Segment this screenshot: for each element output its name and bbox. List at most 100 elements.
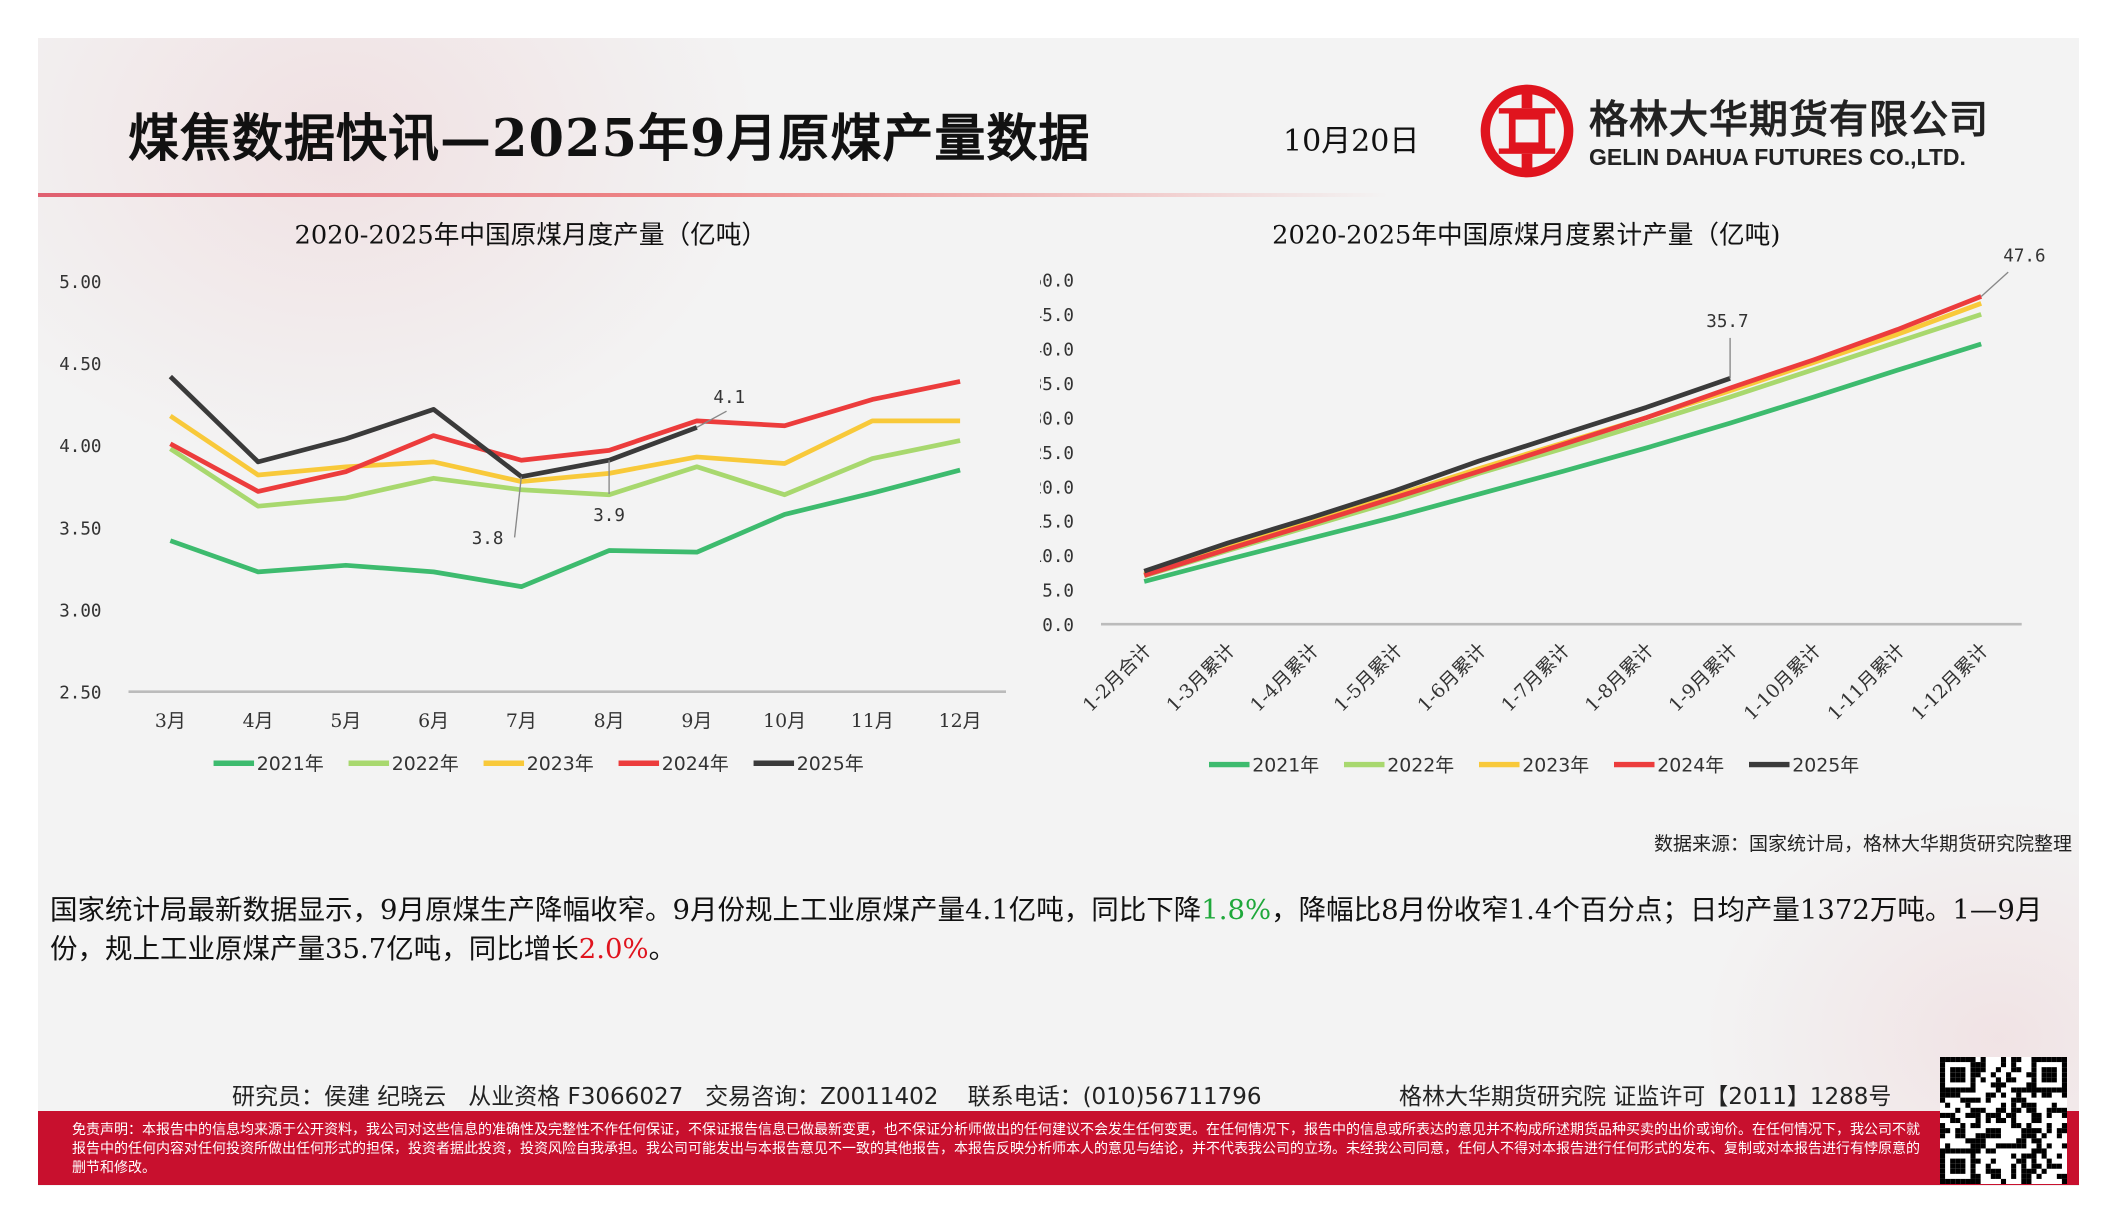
qr-module [2056, 1163, 2062, 1169]
qr-module [2036, 1173, 2042, 1179]
qr-module [1975, 1107, 1981, 1113]
y-tick-label: 45.0 [1040, 306, 1074, 326]
yoy-growth-value: 2.0% [578, 933, 649, 965]
qr-module [1945, 1143, 1951, 1149]
qr-module [2026, 1087, 2032, 1093]
qr-module [2026, 1133, 2032, 1139]
qr-module [2000, 1178, 2007, 1184]
qr-module [2031, 1067, 2037, 1073]
qr-module [2061, 1128, 2067, 1134]
qr-module [1970, 1062, 1976, 1068]
qr-module [2061, 1092, 2067, 1098]
qr-module [2016, 1107, 2022, 1113]
qr-module [1965, 1097, 1971, 1103]
x-tick-label: 1-9月累计 [1665, 639, 1742, 716]
qr-module [2031, 1072, 2037, 1078]
qr-module [1965, 1148, 1971, 1154]
qr-module [1990, 1168, 1996, 1174]
x-tick-label: 6月 [418, 710, 449, 732]
qr-module [1940, 1163, 1946, 1169]
qr-module [1995, 1067, 2001, 1073]
disclaimer-text: 免责声明：本报告中的信息均来源于公开资料，我公司对这些信息的准确性及完整性不作任… [72, 1122, 1920, 1176]
summary-text: ，降幅比8月份收窄1.4个百分点；日均产量1372万吨。1—9月份，规上工业原煤… [50, 894, 2043, 965]
qr-module [2041, 1087, 2047, 1093]
qr-module [1940, 1067, 1946, 1073]
qr-module [2006, 1143, 2012, 1149]
qr-module [1955, 1178, 1961, 1184]
qr-module [1965, 1112, 1971, 1118]
qr-module [2026, 1178, 2032, 1184]
qr-module [1995, 1168, 2001, 1174]
qr-module [1980, 1057, 1986, 1063]
qr-module [2006, 1077, 2012, 1083]
qr-module [2021, 1163, 2027, 1169]
qr-module [1950, 1087, 1956, 1093]
x-tick-label: 8月 [594, 710, 625, 732]
y-tick-label: 35.0 [1040, 375, 1074, 395]
qr-module [2056, 1173, 2062, 1179]
legend-label: 2022年 [1387, 754, 1454, 776]
qr-module [2000, 1062, 2007, 1068]
qr-module [2051, 1072, 2057, 1078]
qr-module [1955, 1057, 1961, 1063]
series-line-2022年 [169, 438, 961, 509]
annotation-leader [696, 410, 727, 428]
monthly-output-chart: 2020-2025年中国原煤月度产量（亿吨） 5.00 4.50 4.00 3.50 3.… [59, 221, 1007, 775]
qr-module [2046, 1163, 2052, 1169]
qr-module [2036, 1117, 2042, 1124]
qr-module [1955, 1107, 1961, 1113]
qr-module [1975, 1178, 1981, 1184]
x-tick-label: 1-6月累计 [1413, 639, 1490, 716]
qr-module [2046, 1057, 2052, 1063]
qr-module [1985, 1112, 1991, 1118]
qr-module [1960, 1158, 1966, 1164]
qr-module [2011, 1112, 2017, 1118]
qr-module [1975, 1112, 1981, 1118]
report-date: 10月20日 [1283, 124, 1420, 159]
qr-module [2011, 1077, 2017, 1083]
x-tick-label: 1-3月累计 [1162, 639, 1239, 716]
qr-module [2051, 1077, 2057, 1083]
qr-module [2031, 1057, 2037, 1063]
series-line-2021年 [1143, 341, 1982, 584]
qr-module [1975, 1158, 1981, 1164]
qr-module [2056, 1107, 2062, 1113]
qr-module [1980, 1133, 1986, 1139]
annotation-leader [513, 476, 523, 538]
qr-module [2000, 1082, 2007, 1088]
x-tick-label: 7月 [506, 710, 537, 732]
qr-module [2056, 1087, 2062, 1093]
qr-module [2061, 1072, 2067, 1078]
legend-label: 2022年 [392, 753, 459, 775]
legend-label: 2025年 [1792, 754, 1859, 776]
qr-module [2021, 1133, 2027, 1139]
qr-module [1945, 1128, 1951, 1134]
qr-module [2061, 1067, 2067, 1073]
x-tick-label: 10月 [763, 710, 806, 732]
qr-module [2011, 1143, 2017, 1149]
x-tick-label: 1-10月累计 [1740, 639, 1826, 725]
qr-module [1990, 1082, 1996, 1088]
qr-module [2061, 1062, 2067, 1068]
qr-module [1980, 1107, 1986, 1113]
qr-module [2006, 1072, 2012, 1078]
header-divider [38, 193, 1388, 197]
y-tick-label: 3.00 [59, 601, 101, 621]
qr-module [1950, 1163, 1956, 1169]
legend-label: 2023年 [1522, 754, 1589, 776]
qr-module [1995, 1117, 2001, 1124]
qr-module [1950, 1158, 1956, 1164]
qr-module [1970, 1072, 1976, 1078]
qr-module [2056, 1057, 2062, 1063]
qr-code-icon [1940, 1057, 2067, 1184]
qr-module [2016, 1057, 2022, 1063]
qr-module [1955, 1148, 1961, 1154]
qr-module [2011, 1168, 2017, 1174]
qr-module [1945, 1148, 1951, 1154]
x-tick-label: 1-8月累计 [1581, 639, 1658, 716]
x-tick-label: 11月 [851, 710, 894, 732]
qr-module [1940, 1062, 1946, 1068]
qr-module [1940, 1082, 1946, 1088]
qr-module [1975, 1072, 1981, 1078]
qr-module [1990, 1112, 1996, 1118]
